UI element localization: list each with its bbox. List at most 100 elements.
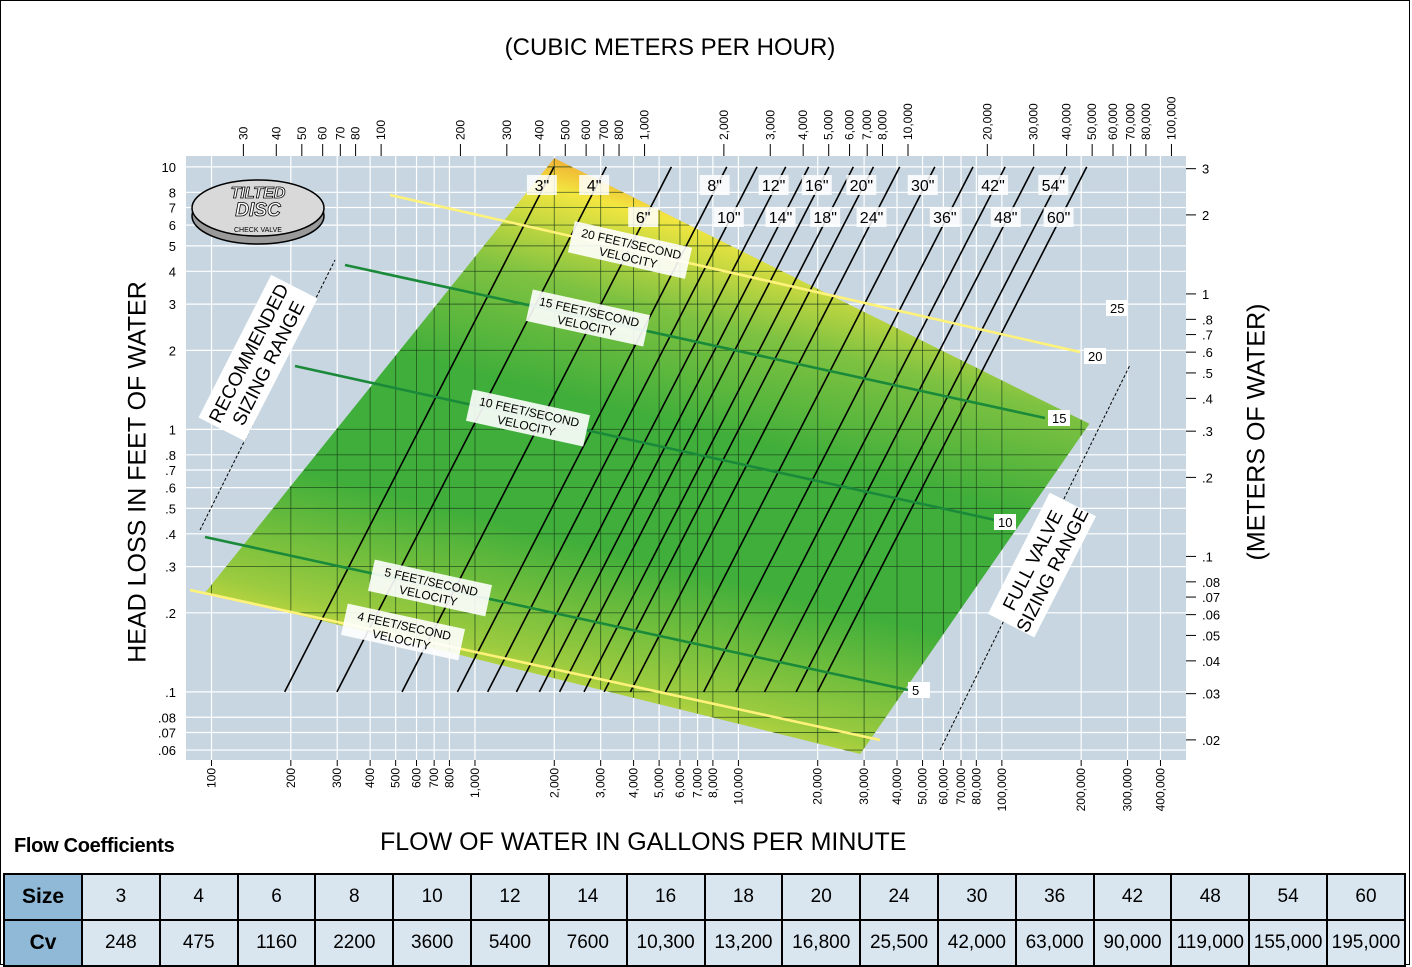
left-tick-label: 4	[169, 264, 176, 279]
right-tick-label: .04	[1202, 654, 1220, 669]
top-tick-label: 60,000	[1106, 103, 1120, 140]
size-cell: 14	[547, 873, 628, 921]
valve-size-label: 30"	[911, 178, 934, 195]
valve-size-label: 36"	[933, 210, 956, 227]
right-tick-label: .07	[1202, 590, 1220, 605]
full-range-bg	[987, 492, 1097, 638]
bottom-tick-label: 100	[205, 768, 219, 788]
left-tick-label: .7	[165, 463, 176, 478]
valve-size-line	[816, 166, 1088, 693]
valve-size-label-bg	[810, 207, 841, 227]
cv-cell: 3600	[392, 919, 473, 967]
size-cell: 4	[158, 873, 239, 921]
bottom-tick-label: 80,000	[969, 768, 983, 805]
top-tick-label: 6,000	[843, 110, 857, 140]
flow-coefficients-table: Size 3 4 6 8 10 12 14 16 18 20 24 30 36 42 48 54 60 Cv 2…	[3, 873, 1406, 967]
top-axis-title: (CUBIC METERS PER HOUR)	[504, 34, 836, 61]
valve-size-label-bg	[713, 207, 744, 227]
left-tick-label: .2	[165, 606, 176, 621]
right-tick-label: 2	[1202, 208, 1209, 223]
edge-label: 20	[1088, 349, 1102, 364]
left-axis-title: HEAD LOSS IN FEET OF WATER	[123, 281, 152, 663]
logo-line3: CHECK VALVE	[234, 227, 282, 234]
valve-size-label-bg	[856, 207, 887, 227]
left-tick-label: .5	[165, 501, 176, 516]
velocity-line	[344, 263, 1046, 420]
bottom-tick-label: 50,000	[916, 768, 930, 805]
valve-size-line	[283, 166, 555, 693]
top-tick-label: 40,000	[1060, 103, 1074, 140]
left-tick-label: 1	[169, 422, 176, 437]
right-tick-label: .03	[1202, 687, 1220, 702]
bottom-tick-label: 300	[330, 768, 344, 788]
bottom-tick-label: 2,000	[547, 768, 561, 798]
size-cell: 60	[1326, 873, 1406, 921]
bottom-tick-label: 6,000	[673, 768, 687, 798]
velocity-line	[294, 364, 996, 522]
edge-label-bg	[1084, 348, 1106, 364]
right-tick-label: .02	[1202, 733, 1220, 748]
valve-size-line	[735, 166, 1006, 693]
valve-size-label-bg	[907, 175, 938, 195]
velocity-line	[189, 588, 881, 742]
right-tick-label: .6	[1202, 345, 1213, 360]
valve-size-line	[486, 166, 758, 693]
bottom-tick-label: 500	[389, 768, 403, 788]
top-tick-label: 500	[558, 120, 572, 140]
valve-size-label-bg	[579, 175, 610, 195]
right-tick-label: .1	[1202, 549, 1213, 564]
valve-size-line	[702, 166, 974, 693]
edge-label-bg	[908, 682, 930, 698]
top-tick-label: 1,000	[638, 110, 652, 140]
top-tick-label: 50,000	[1085, 103, 1099, 140]
top-tick-label: 2,000	[717, 110, 731, 140]
size-row: Size 3 4 6 8 10 12 14 16 18 20 24 30 36 42 48 54 60	[3, 873, 1406, 921]
top-tick-label: 60	[316, 126, 330, 140]
size-cell: 8	[314, 873, 395, 921]
bottom-tick-label: 200,000	[1074, 768, 1088, 812]
size-cell: 42	[1092, 873, 1173, 921]
valve-size-label: 12"	[762, 178, 785, 195]
top-tick-label: 5,000	[822, 110, 836, 140]
right-tick-label: .8	[1202, 312, 1213, 327]
bottom-tick-label: 60,000	[936, 768, 950, 805]
left-tick-label: .1	[165, 685, 176, 700]
left-tick-label: .06	[158, 743, 176, 758]
top-tick-label: 70	[333, 126, 347, 140]
valve-size-line	[515, 166, 787, 693]
left-tick-label: .8	[165, 448, 176, 463]
bottom-tick-label: 10,000	[731, 768, 745, 805]
velocity-label-bg	[465, 389, 591, 447]
cv-cell: 5400	[470, 919, 550, 967]
bottom-tick-label: 4,000	[627, 768, 641, 798]
right-axis-title: (METERS OF WATER)	[1242, 303, 1271, 561]
right-tick-label: .06	[1202, 608, 1220, 623]
valve-size-label: 10"	[717, 210, 740, 227]
cv-cell: 42,000	[936, 919, 1017, 967]
valve-size-label: 24"	[860, 210, 883, 227]
bottom-tick-label: 600	[410, 768, 424, 788]
top-tick-label: 7,000	[860, 110, 874, 140]
size-cell: 3	[81, 873, 161, 921]
bottom-tick-label: 30,000	[857, 768, 871, 805]
bottom-tick-label: 3,000	[594, 768, 608, 798]
sizing-band	[205, 158, 1090, 754]
left-tick-label: 7	[169, 201, 176, 216]
left-tick-label: 5	[169, 239, 176, 254]
left-tick-label: .08	[158, 710, 176, 725]
size-cell: 18	[703, 873, 784, 921]
valve-size-label: 8"	[707, 178, 722, 195]
bottom-tick-label: 300,000	[1121, 768, 1135, 812]
edge-label-bg	[1106, 300, 1128, 316]
left-tick-label: 8	[169, 185, 176, 200]
top-tick-label: 200	[453, 120, 467, 140]
edge-label-bg	[1048, 410, 1070, 426]
valve-size-label-bg	[978, 175, 1009, 195]
right-tick-label: .05	[1202, 628, 1220, 643]
bottom-tick-label: 7,000	[691, 768, 705, 798]
top-tick-label: 80,000	[1139, 103, 1153, 140]
valve-size-label-bg	[1043, 207, 1074, 227]
valve-size-line	[629, 166, 901, 693]
size-cell: 30	[936, 873, 1017, 921]
valve-size-label: 54"	[1042, 178, 1065, 195]
